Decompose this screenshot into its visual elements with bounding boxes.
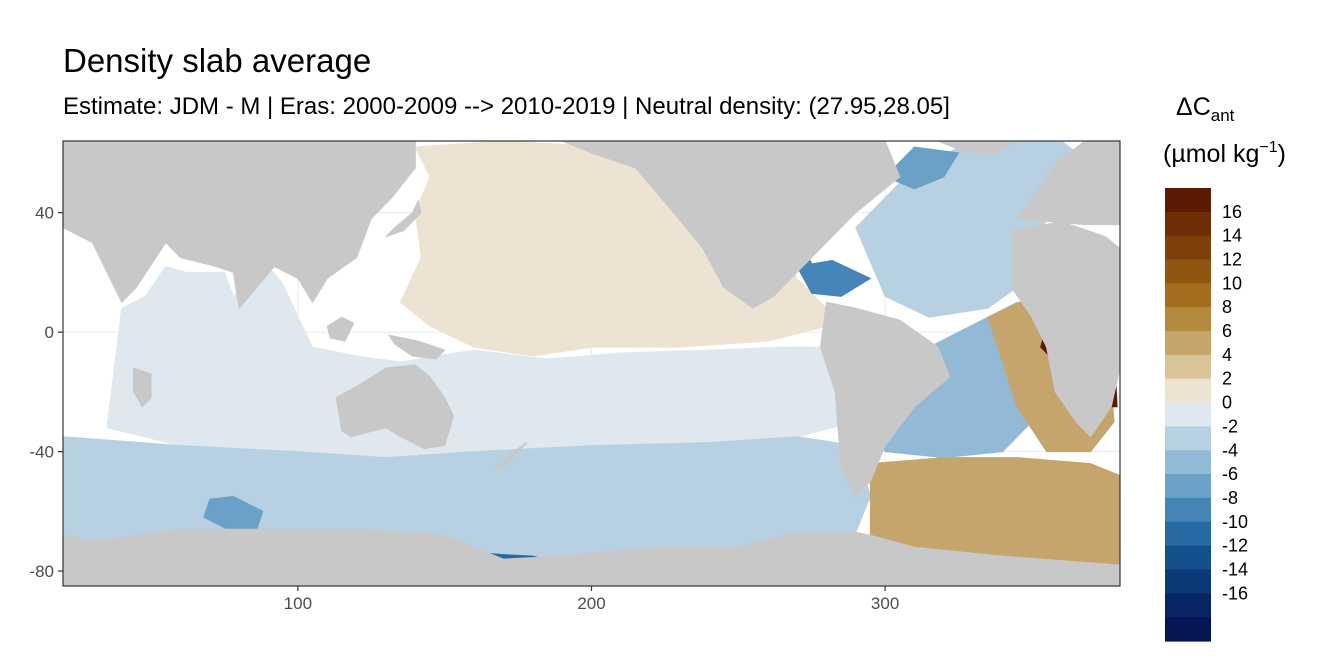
legend-swatch [1165, 593, 1211, 618]
legend-title: ΔCant [1176, 93, 1235, 125]
legend: ΔCant (µmol kg−1) 16 14 12 10 8 6 4 2 0 -2 -4 -6 -8 -… [1163, 93, 1286, 642]
legend-swatch [1165, 307, 1211, 332]
legend-label: 8 [1222, 297, 1232, 317]
legend-swatch [1165, 450, 1211, 475]
x-tick-label: 300 [871, 594, 899, 613]
land-mask [387, 334, 446, 360]
legend-label: 10 [1222, 273, 1242, 293]
land-mask [561, 141, 901, 309]
land-mask [937, 141, 1019, 154]
legend-label: -12 [1222, 536, 1248, 556]
legend-swatch [1165, 521, 1211, 547]
legend-label: 6 [1222, 321, 1232, 341]
legend-swatch [1165, 188, 1211, 213]
legend-swatch [1165, 617, 1211, 642]
legend-swatch [1165, 569, 1211, 594]
legend-swatch [1165, 497, 1211, 523]
legend-swatch [1165, 331, 1211, 356]
land-mask [1010, 221, 1120, 438]
legend-swatch [1165, 235, 1211, 261]
legend-label: -4 [1222, 440, 1238, 460]
land-mask [385, 199, 422, 238]
y-tick-label: 40 [35, 204, 54, 223]
land-mask [133, 367, 152, 408]
legend-label: 4 [1222, 345, 1232, 365]
legend-swatch [1165, 211, 1211, 237]
chart-title: Density slab average [63, 42, 372, 79]
legend-swatch [1165, 283, 1211, 308]
legend-swatch [1165, 426, 1211, 451]
land-mask [1016, 141, 1120, 226]
legend-swatch [1165, 545, 1211, 571]
chart-subtitle: Estimate: JDM - M | Eras: 2000-2009 --> … [63, 93, 950, 120]
legend-swatch [1165, 354, 1211, 380]
legend-label: 0 [1222, 393, 1232, 413]
legend-swatch [1165, 259, 1211, 284]
land-mask [335, 364, 455, 450]
legend-swatch [1165, 378, 1211, 404]
land-mask [494, 442, 528, 470]
legend-label: -6 [1222, 464, 1238, 484]
land-mask [326, 316, 355, 342]
legend-swatch [1165, 474, 1211, 499]
data-region [796, 259, 872, 297]
land-mask [63, 528, 1120, 586]
legend-label: 16 [1222, 202, 1242, 222]
x-tick-label: 100 [284, 594, 312, 613]
legend-label: 12 [1222, 250, 1242, 270]
land-mask [819, 301, 951, 498]
map-content [63, 141, 1120, 586]
plot-panel [62, 140, 1121, 587]
legend-label: -10 [1222, 512, 1248, 532]
land-mask [63, 141, 416, 310]
legend-label: -14 [1222, 559, 1248, 579]
y-tick-label: -40 [29, 443, 54, 462]
legend-swatch [1165, 402, 1211, 428]
legend-label: 2 [1222, 369, 1232, 389]
legend-label: -8 [1222, 488, 1238, 508]
y-tick-label: -80 [29, 562, 54, 581]
legend-label: 14 [1222, 226, 1242, 246]
data-region [884, 146, 960, 190]
y-tick-label: 0 [45, 323, 54, 342]
legend-label: -16 [1222, 583, 1248, 603]
legend-label: -2 [1222, 416, 1238, 436]
legend-unit: (µmol kg−1) [1163, 139, 1286, 168]
x-tick-label: 200 [577, 594, 605, 613]
